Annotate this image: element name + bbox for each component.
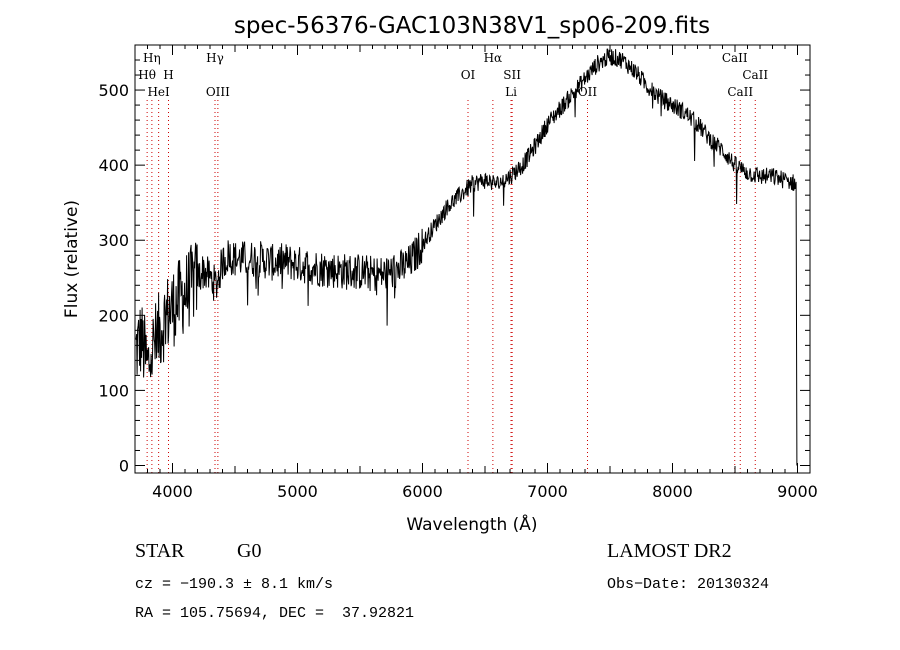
line-label: Hθ	[138, 68, 156, 82]
line-label: SII	[503, 68, 521, 82]
line-label: Hη	[143, 51, 161, 65]
line-markers	[146, 100, 756, 473]
line-label: OII	[578, 85, 598, 99]
x-tick-label: 7000	[527, 482, 568, 501]
y-axis-label: Flux (relative)	[62, 200, 82, 318]
survey-name: LAMOST DR2	[607, 540, 732, 562]
line-label: Hα	[484, 51, 503, 65]
x-axis: 4000 5000 6000 7000 8000 9000	[134, 45, 818, 501]
y-axis: 0 100 200 300 400 500	[98, 59, 810, 475]
line-label: OIII	[206, 85, 230, 99]
y-tick-label: 300	[98, 231, 129, 250]
y-tick-label: 200	[98, 306, 129, 325]
line-label: Li	[505, 85, 517, 99]
line-label: OI	[461, 68, 476, 82]
x-tick-label: 5000	[277, 482, 318, 501]
observation-date: Obs−Date: 20130324	[607, 576, 770, 593]
redshift-cz: cz = −190.3 ± 8.1 km/s	[135, 576, 334, 593]
x-tick-label: 6000	[402, 482, 443, 501]
x-tick-label: 8000	[652, 482, 693, 501]
y-tick-label: 100	[98, 381, 129, 400]
line-label: CaII	[727, 85, 753, 99]
x-axis-label: Wavelength (Å)	[406, 513, 537, 535]
object-subclass: G0	[237, 540, 262, 562]
line-label: H	[163, 68, 173, 82]
spectrum-line	[135, 48, 798, 466]
x-tick-label: 4000	[152, 482, 193, 501]
line-label: CaII	[742, 68, 768, 82]
y-tick-label: 500	[98, 81, 129, 100]
y-tick-label: 0	[119, 456, 129, 475]
chart-title: spec-56376-GAC103N38V1_sp06-209.fits	[234, 13, 710, 39]
y-tick-label: 400	[98, 156, 129, 175]
object-class: STAR	[135, 540, 185, 562]
line-label: CaII	[722, 51, 748, 65]
x-tick-label: 9000	[777, 482, 818, 501]
line-label: Hγ	[206, 51, 224, 65]
ra-dec: RA = 105.75694, DEC = 37.92821	[135, 605, 415, 622]
line-label: HeI	[147, 85, 170, 99]
